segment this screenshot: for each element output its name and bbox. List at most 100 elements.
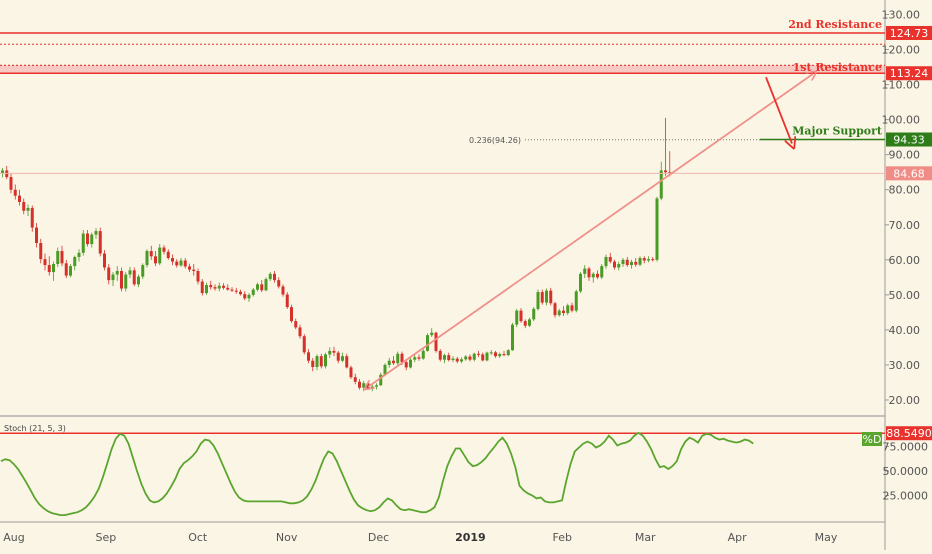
candle: [540, 292, 544, 303]
candle: [179, 260, 183, 266]
candle: [281, 286, 285, 295]
candle: [103, 253, 106, 268]
candle: [443, 355, 446, 360]
candle: [604, 257, 608, 267]
candle: [336, 352, 340, 361]
candle: [222, 285, 225, 288]
time-tick-label: 2019: [455, 531, 486, 544]
candle: [107, 267, 111, 281]
candle: [587, 268, 591, 278]
candle: [213, 287, 217, 289]
candle: [30, 207, 34, 228]
candle: [562, 310, 565, 314]
candle: [447, 355, 451, 361]
candle: [13, 189, 17, 196]
time-tick-label: May: [815, 531, 838, 544]
candle: [379, 374, 383, 386]
oscillator-tick-label: 50.0000: [883, 465, 929, 478]
candle: [81, 233, 85, 253]
first-resistance-tag: 113.24: [890, 67, 929, 80]
candle: [273, 273, 276, 281]
candle: [438, 350, 442, 360]
candle: [268, 273, 272, 280]
first-resistance-tag-bg: [886, 66, 932, 81]
candle: [625, 259, 629, 266]
candle: [485, 352, 489, 361]
candle: [481, 354, 485, 361]
candle: [596, 273, 599, 278]
candle: [557, 310, 561, 316]
candle: [409, 359, 412, 368]
candle: [455, 358, 459, 362]
candle: [319, 356, 323, 367]
price-tick-label: 20.00: [889, 394, 921, 407]
stochastic-panel: Stoch (21, 5, 3) 75.0000 50.0000 25.0000 88.…: [0, 424, 932, 516]
candle: [137, 276, 140, 285]
candle: [451, 358, 455, 361]
candle: [545, 290, 548, 303]
candle: [188, 266, 191, 270]
candle: [128, 270, 132, 275]
candle: [115, 271, 119, 275]
candle: [9, 177, 13, 190]
candle: [205, 285, 208, 294]
price-tick-label: 50.00: [889, 289, 921, 302]
stoch-series-tag: %D: [863, 433, 882, 446]
second-resistance-label: 2nd Resistance: [788, 18, 882, 31]
candle: [464, 356, 468, 360]
candle: [251, 289, 255, 295]
candle: [472, 353, 476, 360]
candle: [536, 292, 540, 309]
candle: [668, 172, 672, 174]
candle: [421, 350, 425, 359]
candle: [149, 251, 153, 257]
candle: [358, 381, 361, 388]
candle: [621, 259, 625, 265]
candle: [98, 231, 102, 254]
price-axis: 130.00 120.00 110.00 100.00 90.00 80.00 70.00 6…: [882, 9, 921, 407]
price-tags: 124.73 113.24 94.33 84.68: [886, 25, 932, 181]
price-tick-label: 120.00: [882, 44, 921, 57]
candle: [243, 294, 247, 299]
candle: [35, 227, 38, 243]
second-resistance-tag: 124.73: [890, 27, 929, 40]
candle: [47, 265, 51, 273]
price-tick-label: 130.00: [882, 9, 921, 22]
candle: [298, 327, 302, 337]
time-tick-label: Sep: [96, 531, 117, 544]
candle: [489, 352, 493, 354]
candle: [192, 269, 196, 272]
time-axis: Aug Sep Oct Nov Dec 2019 Feb Mar Apr May: [3, 531, 838, 544]
time-tick-label: Feb: [553, 531, 572, 544]
candle: [73, 257, 77, 267]
candle: [166, 251, 170, 259]
candle: [617, 264, 621, 268]
price-tick-label: 110.00: [882, 79, 921, 92]
candle: [294, 321, 298, 328]
candle: [353, 377, 357, 382]
candle: [277, 280, 281, 287]
candle: [396, 353, 400, 364]
price-tick-label: 30.00: [889, 359, 921, 372]
major-support-tag: 94.33: [893, 134, 925, 147]
major-support-tag-bg: [886, 132, 932, 147]
candle: [570, 305, 574, 311]
candle: [77, 252, 81, 258]
candle: [638, 258, 642, 265]
fib-label: 0.236(94.26): [469, 136, 521, 145]
candle: [651, 259, 655, 261]
oscillator-tick-label: 75.0000: [883, 441, 929, 454]
candle: [647, 259, 650, 261]
candle: [434, 332, 438, 351]
second-resistance-tag-bg: [886, 25, 932, 40]
candle: [523, 321, 527, 326]
candle: [307, 352, 310, 361]
candle: [511, 324, 514, 351]
candle: [239, 291, 242, 295]
candle: [349, 367, 353, 378]
candle: [158, 247, 162, 264]
candle: [162, 247, 166, 252]
candle: [553, 303, 557, 316]
candle: [417, 357, 421, 359]
